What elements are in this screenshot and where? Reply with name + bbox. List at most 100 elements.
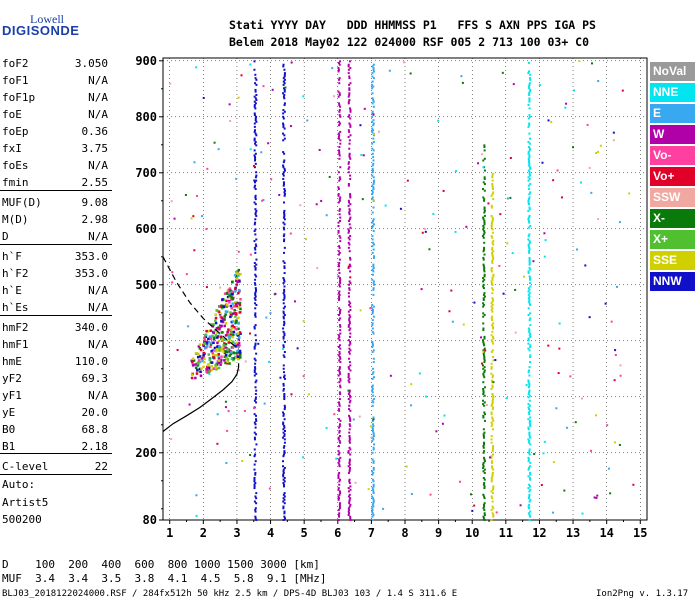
echo-dot bbox=[282, 235, 285, 238]
echo-dot bbox=[316, 267, 319, 270]
muf-distance-row: D 100 200 400 600 800 1000 1500 3000 [km… bbox=[2, 558, 320, 571]
echo-dot bbox=[253, 357, 256, 360]
echo-dot bbox=[428, 248, 431, 251]
echo-dot bbox=[338, 151, 341, 154]
echo-dot bbox=[482, 389, 485, 392]
param-name: MUF(D) bbox=[2, 196, 42, 209]
echo-dot bbox=[228, 299, 231, 303]
echo-dot bbox=[482, 446, 485, 449]
echo-dot bbox=[338, 290, 341, 293]
echo-dot bbox=[491, 460, 494, 463]
echo-dot bbox=[254, 88, 257, 91]
echo-dot bbox=[371, 196, 374, 199]
echo-dot bbox=[418, 372, 421, 375]
echo-dot bbox=[283, 295, 286, 298]
echo-dot bbox=[483, 487, 486, 490]
echo-dot bbox=[249, 63, 252, 66]
echo-dot bbox=[221, 331, 224, 334]
echo-dot bbox=[338, 351, 341, 353]
echo-dot bbox=[552, 179, 555, 182]
echo-dot bbox=[485, 403, 488, 406]
echo-dot bbox=[348, 213, 351, 216]
echo-dot bbox=[283, 68, 286, 71]
echo-dot bbox=[254, 298, 257, 301]
echo-dot bbox=[213, 141, 216, 144]
echo-dot bbox=[206, 365, 209, 369]
echo-dot bbox=[483, 241, 486, 244]
echo-dot bbox=[490, 480, 493, 483]
echo-dot bbox=[490, 225, 493, 227]
echo-dot bbox=[347, 389, 350, 392]
echo-dot bbox=[279, 376, 282, 379]
echo-dot bbox=[347, 72, 350, 75]
echo-dot bbox=[223, 318, 226, 321]
echo-dot bbox=[237, 336, 241, 339]
echo-dot bbox=[491, 335, 494, 338]
echo-dot bbox=[529, 183, 532, 185]
echo-dot bbox=[338, 293, 341, 296]
echo-dot bbox=[196, 364, 200, 367]
echo-dot bbox=[348, 300, 351, 303]
echo-dot bbox=[491, 492, 494, 495]
echo-dot bbox=[372, 85, 375, 88]
echo-dot bbox=[372, 502, 375, 505]
echo-dot bbox=[483, 413, 486, 416]
echo-dot bbox=[337, 253, 340, 256]
echo-dot bbox=[482, 451, 485, 454]
echo-dot bbox=[532, 260, 535, 263]
echo-dot bbox=[333, 413, 336, 416]
echo-dot bbox=[339, 492, 342, 495]
x-tick-label: 5 bbox=[301, 526, 308, 540]
echo-dot bbox=[528, 177, 531, 180]
echo-dot bbox=[347, 204, 350, 207]
param-row: h`F 353.0 bbox=[2, 250, 108, 264]
echo-dot bbox=[347, 267, 350, 269]
echo-dot bbox=[528, 97, 531, 100]
echo-dot bbox=[490, 411, 493, 414]
echo-dot bbox=[233, 301, 237, 304]
echo-dot bbox=[199, 370, 202, 374]
echo-dot bbox=[349, 364, 352, 367]
echo-dot bbox=[349, 109, 352, 112]
echo-dot bbox=[483, 513, 486, 516]
echo-dot bbox=[527, 226, 530, 229]
echo-dot bbox=[254, 102, 257, 105]
echo-dot bbox=[220, 348, 223, 351]
echo-dot bbox=[490, 339, 493, 342]
echo-dot bbox=[339, 329, 342, 332]
echo-dot bbox=[238, 288, 241, 292]
param-row: foEs N/A bbox=[2, 159, 108, 173]
param-value: N/A bbox=[88, 159, 108, 172]
echo-dot bbox=[253, 125, 256, 128]
echo-dot bbox=[282, 117, 285, 120]
echo-dot bbox=[372, 169, 375, 172]
echo-dot bbox=[234, 345, 238, 348]
y-tick-label: 300 bbox=[135, 390, 157, 404]
echo-dot bbox=[527, 157, 530, 160]
echo-dot bbox=[254, 156, 257, 159]
legend-item: Vo- bbox=[650, 146, 695, 165]
echo-dot bbox=[255, 263, 258, 266]
param-value: 22 bbox=[94, 460, 108, 473]
echo-dot bbox=[528, 267, 531, 269]
echo-dot bbox=[347, 374, 350, 377]
echo-dot bbox=[528, 159, 531, 162]
echo-dot bbox=[228, 301, 231, 304]
echo-dot bbox=[528, 448, 531, 451]
echo-dot bbox=[283, 477, 286, 479]
echo-dot bbox=[360, 153, 363, 156]
echo-dot bbox=[205, 329, 208, 333]
echo-dot bbox=[339, 393, 342, 395]
echo-dot bbox=[514, 288, 517, 291]
echo-dot bbox=[528, 493, 531, 496]
echo-dot bbox=[224, 406, 227, 409]
echo-dot bbox=[236, 277, 239, 280]
param-row: foEp 0.36 bbox=[2, 125, 108, 139]
echo-dot bbox=[217, 352, 221, 356]
echo-dot bbox=[483, 231, 486, 234]
echo-dot bbox=[402, 61, 405, 64]
echo-dot bbox=[482, 483, 485, 486]
echo-dot bbox=[371, 268, 374, 271]
echo-dot bbox=[255, 492, 258, 495]
echo-dot bbox=[234, 287, 237, 291]
